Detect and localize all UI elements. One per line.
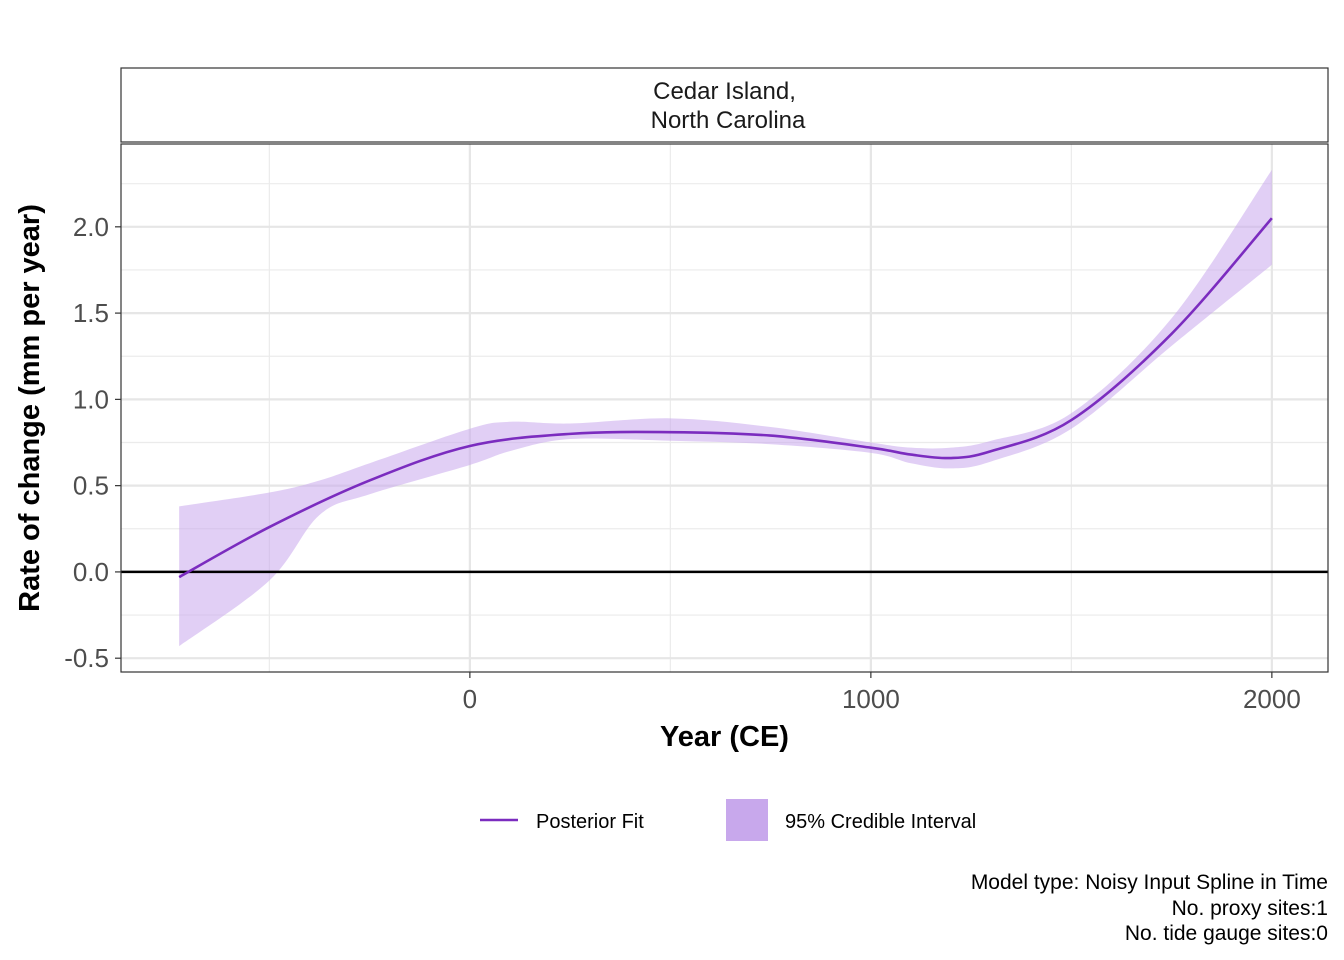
x-tick-label: 0 [463, 684, 477, 714]
facet-strip [120, 67, 1329, 143]
legend-label-credible-interval: 95% Credible Interval [785, 811, 976, 833]
minor-gridlines [121, 144, 1328, 672]
facet-title-line-1: Cedar Island, [653, 78, 796, 105]
y-tick-label: 1.5 [73, 298, 109, 328]
plot-panel [121, 144, 1328, 672]
plot-panel-border [120, 143, 1329, 673]
x-axis: 0 1000 2000 [463, 672, 1301, 714]
caption-tide-gauge-sites: No. tide gauge sites:0 [1124, 922, 1328, 945]
x-tick-label: 1000 [842, 684, 900, 714]
caption-proxy-sites: No. proxy sites:1 [1171, 896, 1328, 920]
y-tick-label: 0.5 [73, 471, 109, 501]
x-tick-label: 2000 [1243, 684, 1301, 714]
legend: Posterior Fit 95% Credible Interval [480, 799, 976, 841]
y-tick-label: 0.0 [73, 557, 109, 587]
y-tick-label: -0.5 [64, 643, 109, 673]
legend-key-credible-interval [726, 799, 768, 841]
x-axis-title: Year (CE) [660, 721, 789, 753]
y-axis: -0.5 0.0 0.5 1.0 1.5 2.0 [64, 212, 121, 673]
posterior-fit-line [178, 217, 1273, 579]
caption-model-type: Model type: Noisy Input Spline in Time [970, 871, 1328, 894]
y-tick-label: 2.0 [73, 212, 109, 242]
model-caption: Model type: Noisy Input Spline in Time N… [971, 870, 1328, 947]
y-tick-label: 1.0 [73, 384, 109, 414]
legend-label-posterior-fit: Posterior Fit [536, 811, 644, 833]
y-axis-title: Rate of change (mm per year) [14, 204, 46, 612]
facet-title-line-2: North Carolina [651, 107, 806, 134]
